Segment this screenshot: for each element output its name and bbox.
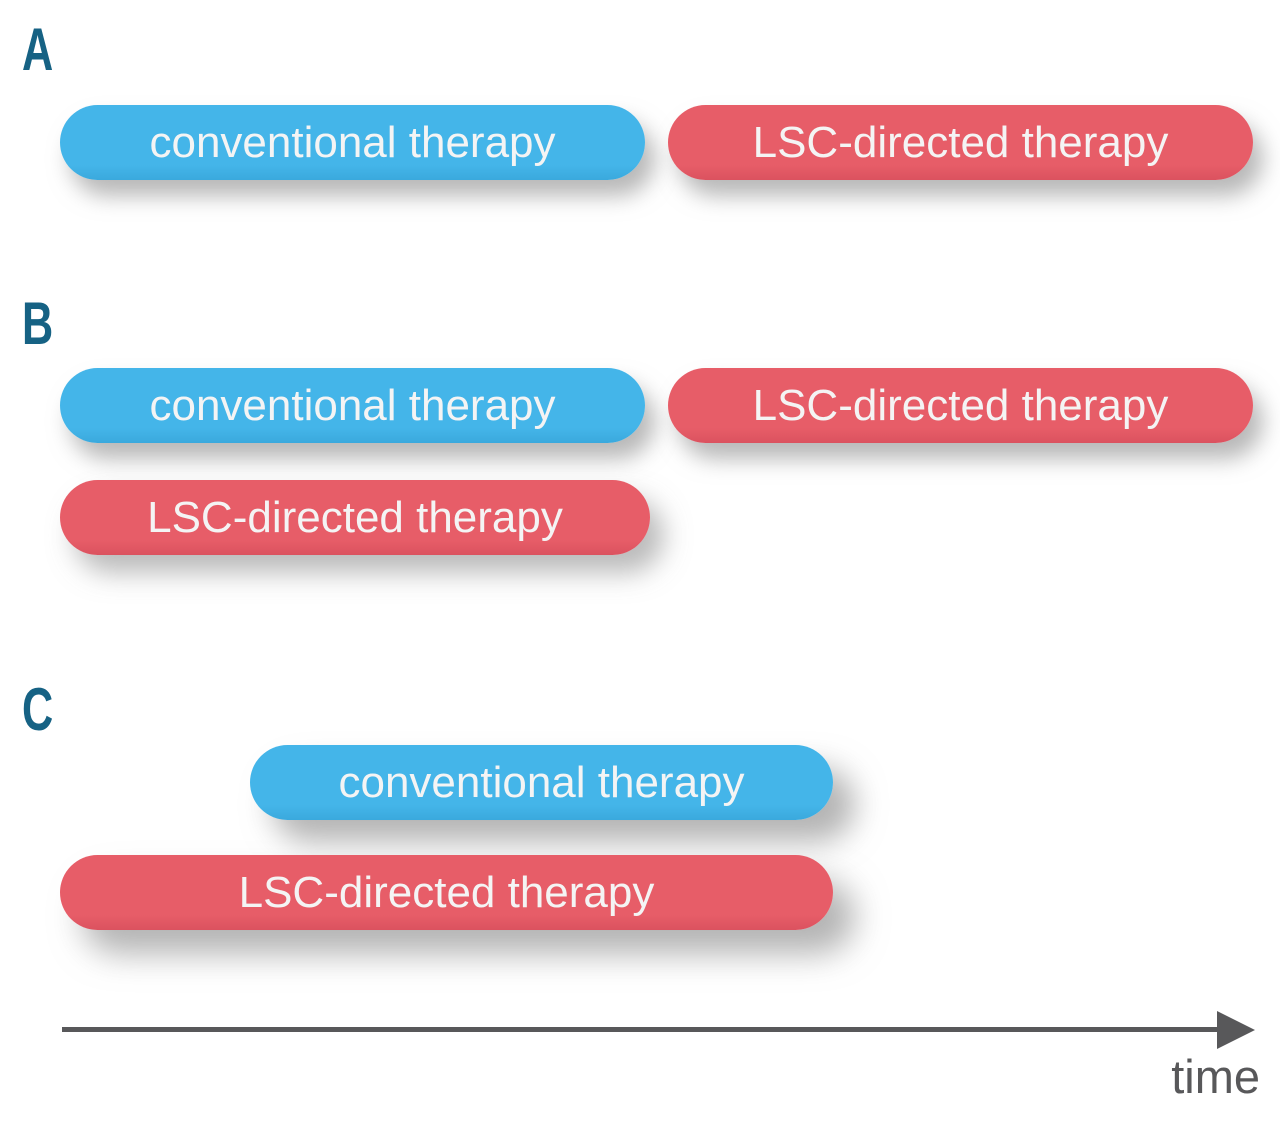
panel-b-label: B [22,290,53,357]
time-axis-arrowhead-icon [1217,1011,1255,1049]
pill-lsc-directed-therapy-b-concurrent: LSC-directed therapy [60,480,650,555]
panel-c-label: C [22,676,53,743]
pill-lsc-directed-therapy-b-sequential: LSC-directed therapy [668,368,1253,443]
pill-lsc-directed-therapy-a: LSC-directed therapy [668,105,1253,180]
pill-conventional-therapy-a: conventional therapy [60,105,645,180]
pill-conventional-therapy-c: conventional therapy [250,745,833,820]
time-axis-label: time [1171,1050,1260,1103]
panel-a-label: A [22,16,53,83]
pill-conventional-therapy-b: conventional therapy [60,368,645,443]
time-axis-line [62,1027,1220,1032]
pill-lsc-directed-therapy-c: LSC-directed therapy [60,855,833,930]
